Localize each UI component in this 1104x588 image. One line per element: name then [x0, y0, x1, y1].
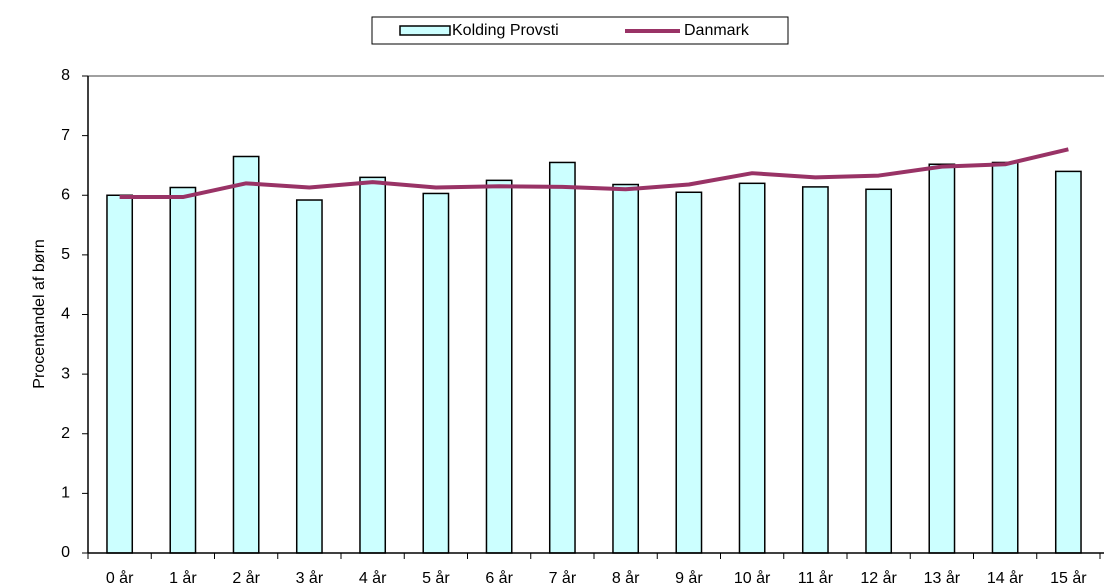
x-tick-label: 11 år	[798, 569, 834, 587]
bar	[422, 192, 450, 554]
bar	[548, 161, 576, 554]
bar	[485, 179, 513, 554]
bar	[106, 194, 134, 554]
y-tick-label: 4	[61, 306, 70, 323]
y-tick-label: 5	[61, 246, 70, 263]
x-tick-label: 6 år	[485, 569, 513, 587]
y-tick-label: 1	[61, 485, 70, 502]
line	[119, 147, 1069, 200]
bar	[295, 199, 323, 554]
y-axis-label: Procentandel af børn	[31, 239, 48, 388]
x-tick-label: 7 år	[549, 569, 577, 587]
bar	[1054, 170, 1082, 554]
bar	[612, 183, 640, 554]
bar	[359, 176, 387, 554]
x-tick-label: 9 år	[675, 569, 703, 587]
x-tick-label: 5 år	[422, 569, 450, 587]
x-tick-label: 4 år	[359, 569, 387, 587]
y-tick-label: 6	[61, 186, 70, 203]
x-tick-label: 12 år	[860, 569, 897, 587]
legend-label: Kolding Provsti	[452, 22, 559, 39]
y-tick-label: 7	[61, 127, 70, 144]
bar	[991, 161, 1019, 554]
x-tick-label: 1 år	[169, 569, 197, 587]
legend-swatch	[399, 25, 451, 36]
x-tick-label: 8 år	[612, 569, 640, 587]
x-tick-label: 10 år	[734, 569, 771, 587]
bar	[232, 155, 260, 554]
x-tick-label: 2 år	[232, 569, 260, 587]
y-tick-label: 0	[61, 544, 70, 561]
y-tick-label: 3	[61, 365, 70, 382]
x-tick-label: 15 år	[1050, 569, 1087, 587]
y-tick-label: 8	[61, 67, 70, 84]
x-tick-label: 14 år	[987, 569, 1024, 587]
x-tick-label: 0 år	[106, 569, 134, 587]
bar	[865, 188, 893, 554]
bar	[801, 186, 829, 554]
bar	[928, 163, 956, 554]
legend-label: Danmark	[684, 22, 750, 39]
x-tick-label: 13 år	[924, 569, 961, 587]
x-tick-label: 3 år	[296, 569, 324, 587]
y-tick-label: 2	[61, 425, 70, 442]
bar	[675, 191, 703, 554]
bar	[169, 186, 197, 554]
bar	[738, 182, 766, 554]
